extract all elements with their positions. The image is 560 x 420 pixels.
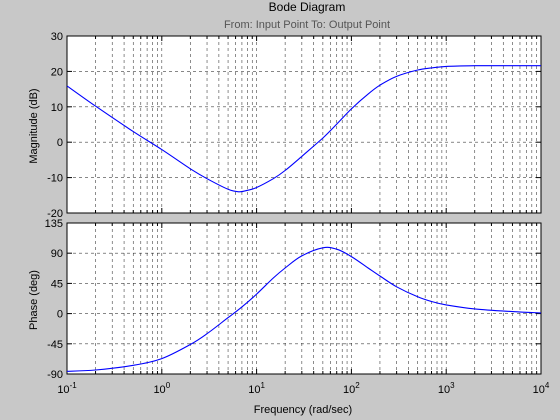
x-tick-label: 10-1 (57, 381, 77, 396)
y-tick-label: -90 (47, 369, 63, 381)
y-tick-label: -10 (47, 173, 63, 185)
y-tick-label: -45 (47, 339, 63, 351)
y-tick-label: 20 (51, 66, 63, 78)
plot-area (66, 35, 542, 214)
y-tick-label: -20 (47, 208, 63, 220)
phase-panel: -90 -45 0 45 90 135 (45, 218, 542, 381)
y-tick-label: 135 (45, 218, 63, 230)
x-axis-tick-labels: 10-1 100 101 102 103 104 (57, 381, 550, 396)
x-tick-label: 103 (438, 381, 455, 396)
y-tick-label: 90 (51, 248, 63, 260)
x-tick-label: 102 (343, 381, 360, 396)
x-tick-label: 104 (533, 381, 550, 396)
y-tick-label: 0 (57, 309, 63, 321)
x-axis-label: Frequency (rad/sec) (254, 404, 352, 416)
phase-axis-label: Phase (deg) (28, 270, 40, 330)
y-tick-label: 10 (51, 102, 63, 114)
x-tick-label: 100 (153, 381, 170, 396)
magnitude-axis-label: Magnitude (dB) (28, 88, 40, 163)
phase-curve (66, 246, 542, 372)
chart-title: Bode Diagram (269, 0, 346, 14)
y-tick-label: 45 (51, 278, 63, 290)
chart-subtitle: From: Input Point To: Output Point (224, 19, 390, 31)
y-tick-label: 30 (51, 31, 63, 43)
magnitude-panel: -20 -10 0 10 20 30 (47, 31, 542, 220)
magnitude-curve (66, 65, 541, 193)
y-tick-label: 0 (57, 137, 63, 149)
x-tick-label: 101 (248, 381, 265, 396)
plot-area (66, 222, 542, 375)
